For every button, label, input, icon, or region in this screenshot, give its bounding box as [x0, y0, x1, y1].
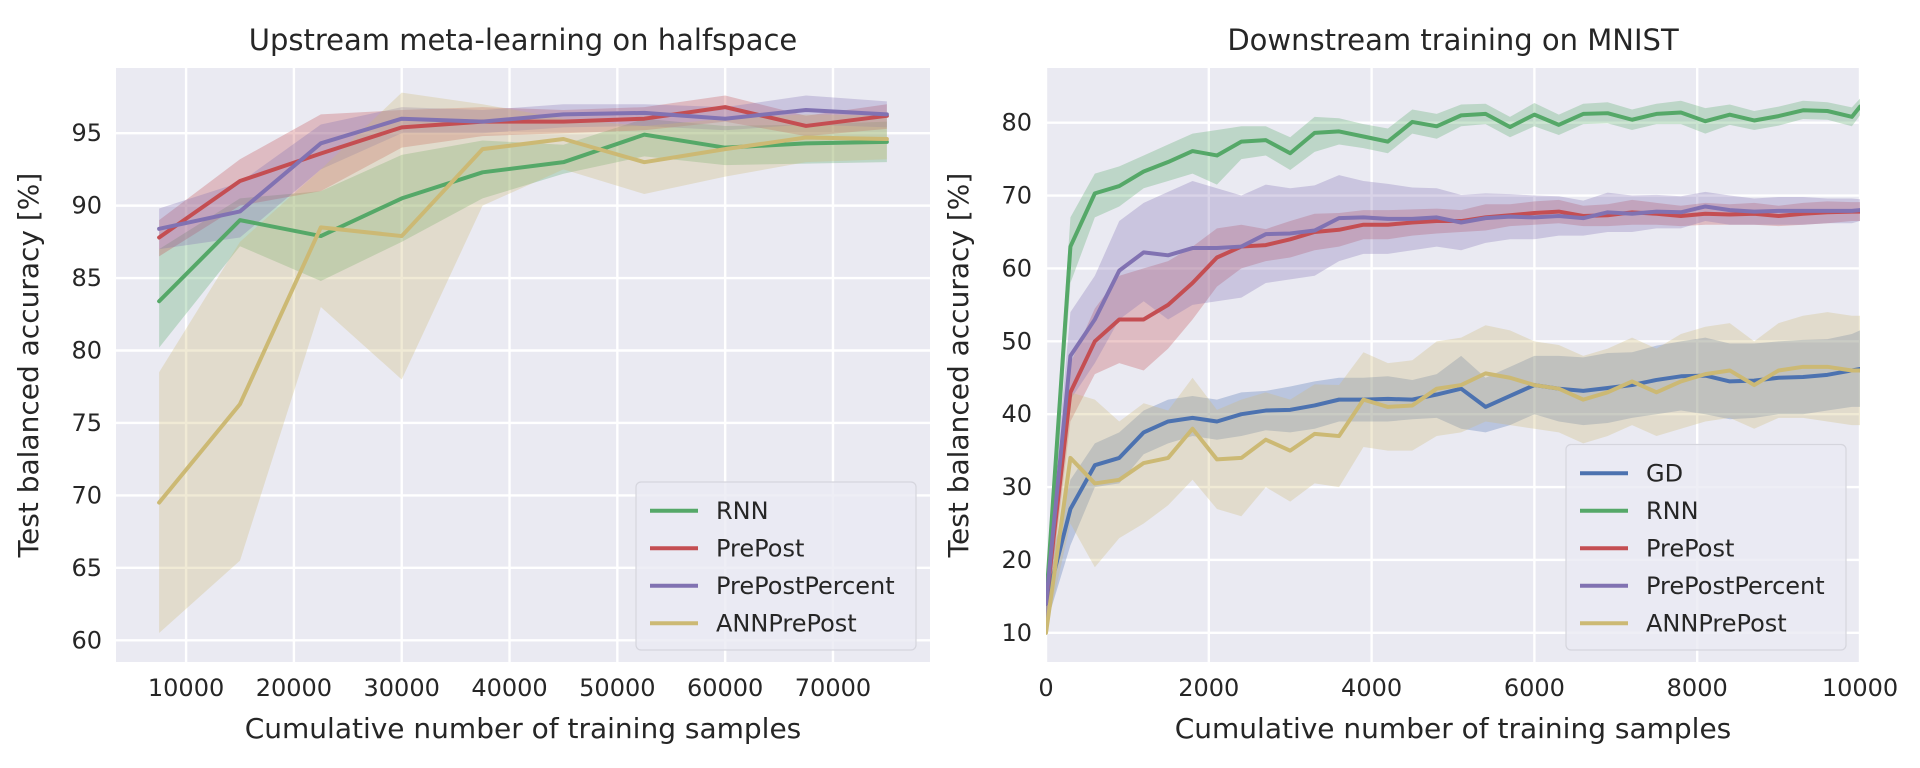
series-line-annprepost: [1046, 364, 1860, 635]
y-tick-label: 80: [1001, 109, 1032, 137]
x-tick-label: 50000: [579, 674, 655, 702]
y-tick-label: 65: [71, 554, 102, 582]
series-line-prepostpercent: [157, 108, 889, 231]
legend-label-gd: GD: [1646, 459, 1683, 487]
legend-label-prepost: PrePost: [1646, 534, 1734, 562]
y-tick-label: 40: [1001, 400, 1032, 428]
x-tick-label: 6000: [1504, 674, 1565, 702]
legend-box: [1565, 443, 1847, 651]
y-tick-label: 20: [1001, 546, 1032, 574]
confidence-band-prepostpercent: [1046, 175, 1860, 626]
legend-label-annprepost: ANNPrePost: [1646, 609, 1787, 637]
chart-title: Upstream meta-learning on halfspace: [249, 23, 798, 57]
y-tick-label: 80: [71, 337, 102, 365]
confidence-band-gd: [1046, 330, 1860, 626]
x-tick-label: 70000: [795, 674, 871, 702]
x-tick-label: 4000: [1341, 674, 1402, 702]
x-tick-label: 10000: [1822, 674, 1898, 702]
series-line-prepost: [157, 105, 889, 240]
chart-1: 10000 20000 30000 40000 50000 60000 70000 60 65 7…: [12, 23, 930, 745]
series-line-rnn: [157, 132, 889, 304]
x-tick-label: 40000: [471, 674, 547, 702]
y-tick-label: 50: [1001, 327, 1032, 355]
y-tick-label: 85: [71, 264, 102, 292]
x-tick-label: 0: [1038, 674, 1053, 702]
x-tick-label: 30000: [364, 674, 440, 702]
legend-box: [635, 481, 917, 651]
series-line-prepostpercent: [1046, 204, 1860, 606]
y-tick-label: 70: [1001, 182, 1032, 210]
chart-2: 0 2000 4000 6000 8000 10000 10 20 30 40 50 60 70 80 Do…: [942, 23, 1898, 745]
y-tick-label: 60: [71, 626, 102, 654]
y-tick-label: 90: [71, 192, 102, 220]
y-tick-label: 60: [1001, 254, 1032, 282]
x-tick-label: 8000: [1667, 674, 1728, 702]
y-axis-label: Test balanced accuracy [%]: [12, 173, 45, 559]
plot-content: [157, 92, 889, 634]
legend: RNN PrePost PrePostPercent ANNPrePost: [635, 481, 917, 651]
x-tick-label: 60000: [687, 674, 763, 702]
legend-label-rnn: RNN: [716, 497, 769, 525]
x-tick-label: 10000: [148, 674, 224, 702]
series-line-annprepost: [157, 135, 889, 505]
legend: GD RNN PrePost PrePostPercent ANNPrePost: [1565, 443, 1847, 651]
legend-label-prepost: PrePost: [716, 534, 804, 562]
legend-label-prepostpercent: PrePostPercent: [1646, 572, 1825, 600]
y-tick-label: 95: [71, 119, 102, 147]
y-tick-label: 10: [1001, 619, 1032, 647]
y-tick-label: 70: [71, 481, 102, 509]
x-tick-label: 20000: [256, 674, 332, 702]
legend-label-annprepost: ANNPrePost: [716, 609, 857, 637]
confidence-band-prepostpercent: [159, 95, 887, 250]
y-tick-label: 75: [71, 409, 102, 437]
series-line-rnn: [1046, 104, 1860, 606]
x-axis-label: Cumulative number of training samples: [1175, 712, 1732, 745]
legend-label-rnn: RNN: [1646, 497, 1699, 525]
series-line-gd: [1046, 367, 1860, 606]
chart-title: Downstream training on MNIST: [1227, 23, 1679, 57]
y-axis-label: Test balanced accuracy [%]: [942, 173, 975, 559]
plot-content: [1046, 98, 1860, 635]
legend-label-prepostpercent: PrePostPercent: [716, 572, 895, 600]
x-axis-label: Cumulative number of training samples: [245, 712, 802, 745]
y-tick-label: 30: [1001, 473, 1032, 501]
x-tick-label: 2000: [1178, 674, 1239, 702]
